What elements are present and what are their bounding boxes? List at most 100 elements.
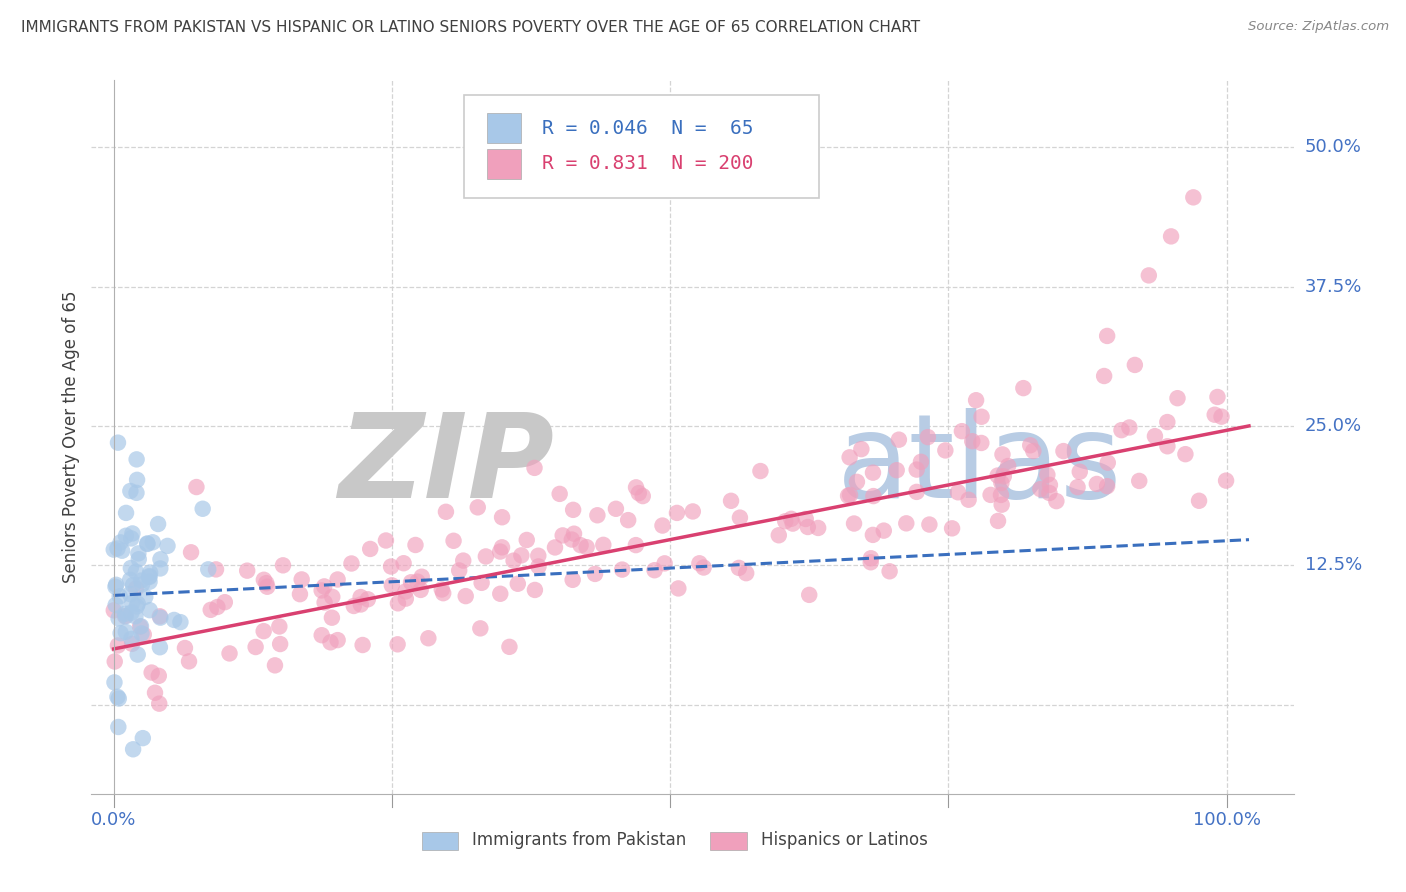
Point: [583, 566, 606, 581]
Point: [489, 544, 512, 558]
Text: 100.0%: 100.0%: [1192, 811, 1261, 829]
Point: [728, 561, 751, 575]
Point: [107, 435, 129, 450]
Point: [129, 574, 152, 588]
Point: [138, 569, 160, 583]
Point: [107, 690, 129, 704]
Point: [896, 516, 918, 531]
Point: [149, 610, 172, 624]
Point: [838, 450, 860, 465]
Point: [624, 480, 647, 494]
Point: [1012, 381, 1035, 395]
Point: [527, 549, 550, 563]
Point: [387, 637, 409, 651]
Point: [592, 538, 614, 552]
Point: [124, 609, 146, 624]
Point: [125, 582, 148, 596]
Text: 12.5%: 12.5%: [1305, 557, 1362, 574]
Point: [143, 686, 166, 700]
Point: [491, 541, 513, 555]
Point: [970, 409, 993, 424]
Point: [132, 731, 155, 746]
Point: [775, 514, 797, 528]
Point: [156, 539, 179, 553]
Point: [125, 452, 148, 467]
Point: [654, 557, 676, 571]
Point: [467, 500, 489, 515]
Point: [314, 579, 336, 593]
Point: [127, 546, 149, 560]
Point: [122, 578, 145, 592]
Point: [127, 648, 149, 662]
Point: [991, 447, 1014, 461]
Point: [561, 573, 583, 587]
Point: [1143, 429, 1166, 443]
Point: [443, 533, 465, 548]
Point: [1206, 390, 1229, 404]
Point: [1182, 190, 1205, 204]
Point: [1111, 423, 1133, 437]
Point: [934, 443, 956, 458]
Point: [110, 535, 132, 549]
Point: [1123, 358, 1146, 372]
Point: [1215, 474, 1237, 488]
Point: [121, 606, 143, 620]
Point: [799, 588, 821, 602]
Point: [406, 574, 429, 589]
Text: 37.5%: 37.5%: [1305, 277, 1362, 295]
Point: [873, 524, 896, 538]
Point: [122, 742, 145, 756]
Point: [1029, 482, 1052, 496]
Point: [720, 493, 742, 508]
Point: [1156, 415, 1178, 429]
FancyBboxPatch shape: [422, 831, 458, 849]
Point: [357, 592, 380, 607]
Point: [418, 632, 440, 646]
Point: [612, 563, 634, 577]
Point: [516, 533, 538, 547]
Point: [174, 640, 197, 655]
Point: [506, 576, 529, 591]
Point: [780, 512, 803, 526]
Point: [1188, 493, 1211, 508]
Point: [125, 485, 148, 500]
Point: [627, 486, 650, 500]
FancyBboxPatch shape: [710, 831, 747, 849]
Point: [125, 599, 148, 614]
Point: [131, 577, 153, 591]
Point: [149, 561, 172, 575]
Point: [104, 598, 127, 612]
Point: [965, 393, 987, 408]
Point: [314, 595, 336, 609]
Point: [163, 613, 186, 627]
Point: [311, 583, 333, 598]
Text: Immigrants from Pakistan: Immigrants from Pakistan: [472, 831, 686, 849]
Point: [111, 543, 134, 558]
Point: [405, 538, 427, 552]
Point: [326, 633, 349, 648]
Point: [395, 591, 418, 606]
Point: [1039, 478, 1062, 492]
Point: [103, 675, 125, 690]
Point: [910, 455, 932, 469]
Point: [430, 582, 453, 597]
Point: [288, 587, 311, 601]
Point: [138, 574, 160, 589]
Point: [862, 489, 884, 503]
Point: [392, 556, 415, 570]
Point: [114, 624, 136, 639]
Point: [905, 462, 928, 476]
Point: [970, 436, 993, 450]
Point: [990, 475, 1012, 490]
Point: [169, 615, 191, 629]
Point: [131, 626, 153, 640]
Point: [103, 603, 125, 617]
Point: [993, 469, 1015, 483]
Point: [149, 552, 172, 566]
Point: [692, 560, 714, 574]
Point: [177, 654, 200, 668]
Point: [253, 573, 276, 587]
Point: [114, 607, 136, 621]
Point: [411, 570, 433, 584]
Point: [107, 611, 129, 625]
